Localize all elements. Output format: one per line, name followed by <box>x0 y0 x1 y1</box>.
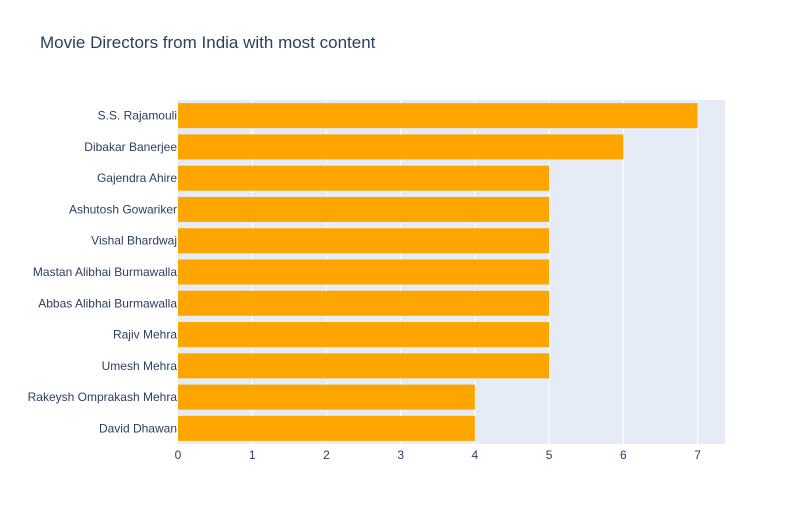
category-label: S.S. Rajamouli <box>98 109 177 123</box>
bar <box>178 259 550 285</box>
bars <box>178 103 698 441</box>
category-label: Vishal Bhardwaj <box>91 234 177 248</box>
chart-title: Movie Directors from India with most con… <box>40 33 376 52</box>
bar <box>178 415 475 441</box>
bar <box>178 353 550 379</box>
category-label: Rajiv Mehra <box>113 328 177 342</box>
bar <box>178 322 550 348</box>
x-tick-label: 4 <box>472 448 479 462</box>
category-label: Rakeysh Omprakash Mehra <box>28 390 178 404</box>
category-label: Ashutosh Gowariker <box>69 202 177 216</box>
x-tick-label: 2 <box>323 448 330 462</box>
x-tick-label: 0 <box>175 448 182 462</box>
category-label: Umesh Mehra <box>102 359 178 373</box>
x-tick-labels: 0 1 2 3 4 5 6 7 <box>175 448 702 462</box>
x-tick-label: 7 <box>694 448 701 462</box>
category-labels: S.S. Rajamouli Dibakar Banerjee Gajendra A… <box>28 109 178 436</box>
x-tick-label: 1 <box>249 448 256 462</box>
bar <box>178 290 550 316</box>
bar <box>178 196 550 222</box>
bar <box>178 228 550 254</box>
category-label: Abbas Alibhai Burmawalla <box>38 296 177 310</box>
bar <box>178 384 475 410</box>
category-label: Mastan Alibhai Burmawalla <box>33 265 177 279</box>
x-tick-label: 6 <box>620 448 627 462</box>
bar <box>178 103 698 129</box>
category-label: Gajendra Ahire <box>97 171 177 185</box>
x-tick-label: 5 <box>546 448 553 462</box>
category-label: Dibakar Banerjee <box>84 140 177 154</box>
x-tick-label: 3 <box>397 448 404 462</box>
bar <box>178 165 550 191</box>
bar <box>178 134 624 160</box>
category-label: David Dhawan <box>99 421 177 435</box>
